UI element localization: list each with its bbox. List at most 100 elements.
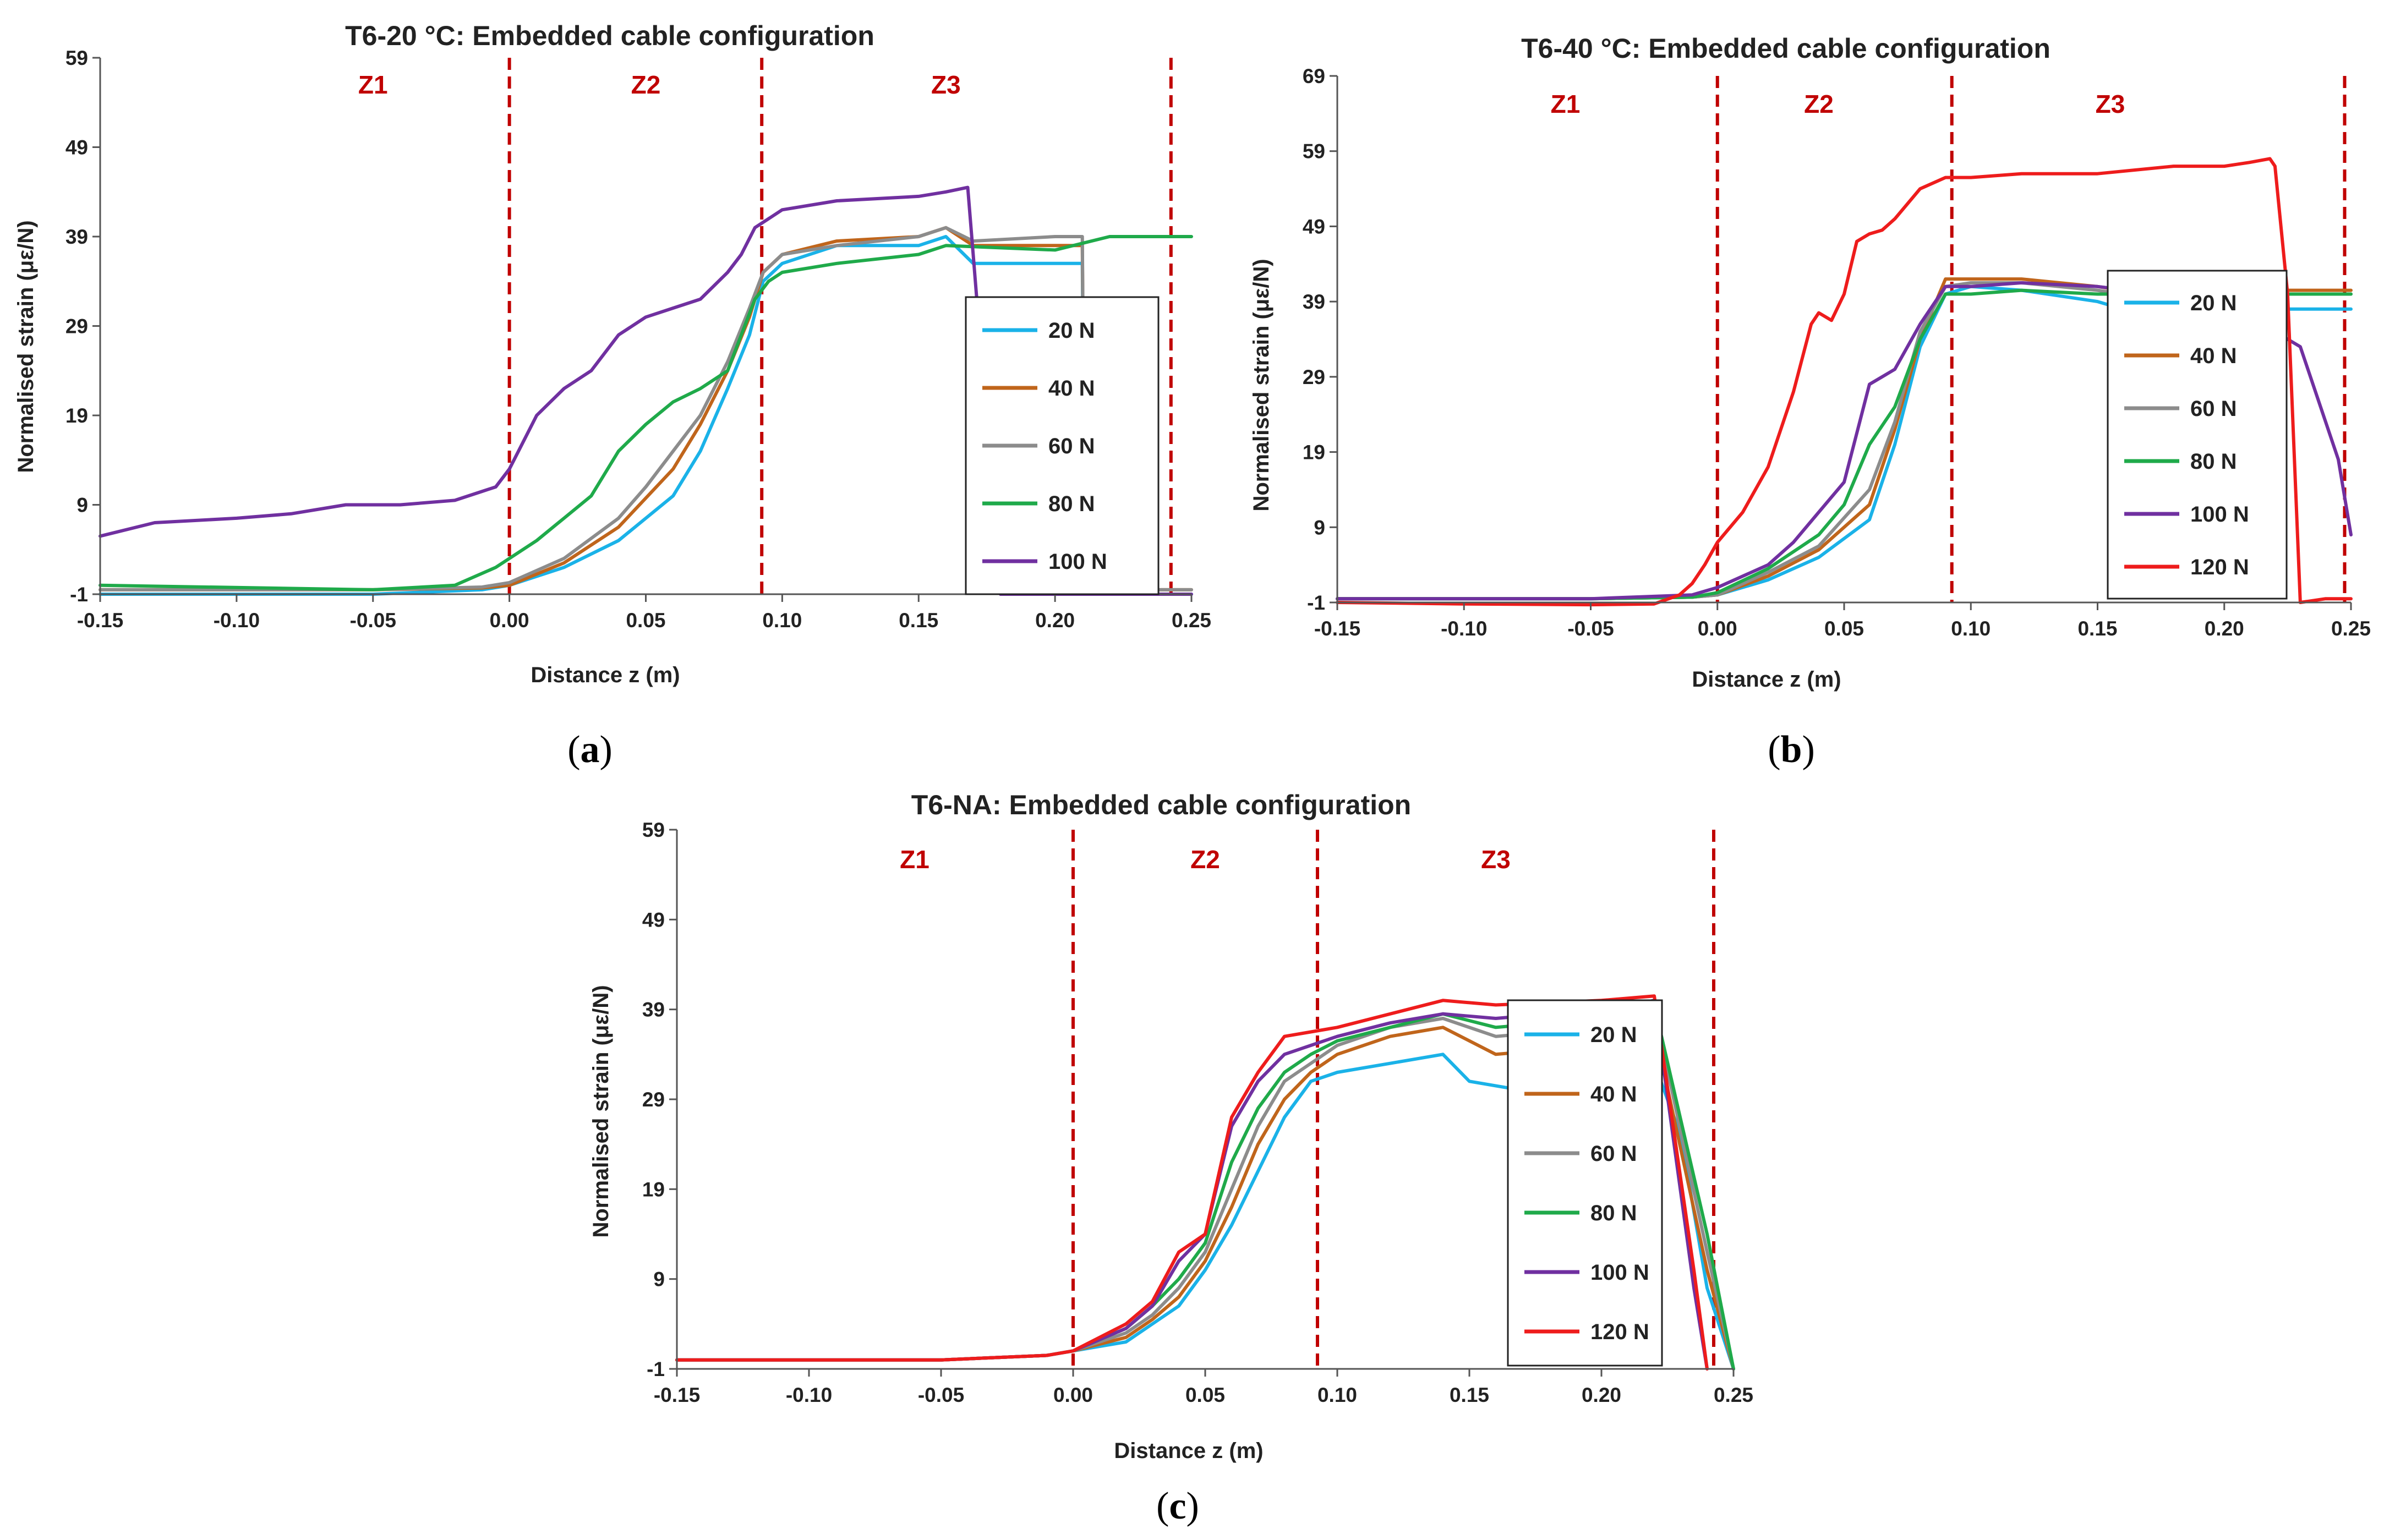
- y-axis-label: Normalised strain (με/N): [14, 220, 38, 473]
- series-line: [99, 235, 1193, 591]
- x-tick-label: -0.15: [654, 1384, 700, 1406]
- zone-label: Z2: [631, 70, 661, 99]
- legend-label: 40 N: [1590, 1082, 1637, 1106]
- zone-label: Z1: [358, 70, 388, 99]
- legend-label: 100 N: [1048, 550, 1107, 574]
- zone-boundaries: Z1 Z2 Z3: [358, 58, 1173, 594]
- x-tick-label: 0.25: [1714, 1384, 1753, 1406]
- zone-label: Z3: [931, 70, 961, 99]
- x-tick-label: -0.05: [350, 609, 396, 632]
- x-tick-label: 0.15: [2077, 617, 2117, 640]
- series-lines: [1336, 157, 2353, 607]
- chart-panel-a: T6-20 °C: Embedded cable configuration Z…: [14, 20, 1211, 771]
- x-tick-label: -0.05: [918, 1384, 964, 1406]
- legend-label: 100 N: [1590, 1261, 1649, 1285]
- y-tick-label: 39: [65, 226, 88, 248]
- y-tick-label: 39: [642, 999, 665, 1021]
- x-tick-label: 0.00: [1053, 1384, 1093, 1406]
- x-axis-label: Distance z (m): [1114, 1439, 1263, 1463]
- series-line: [99, 185, 1193, 596]
- zone-label: Z3: [2096, 90, 2125, 118]
- y-tick-label: 49: [642, 908, 665, 931]
- y-tick-label: 69: [1303, 65, 1325, 87]
- x-tick-label: 0.25: [2331, 617, 2371, 640]
- x-tick-label: 0.20: [1582, 1384, 1621, 1406]
- zone-label: Z3: [1481, 845, 1511, 874]
- x-axis-label: Distance z (m): [1692, 667, 1841, 692]
- y-tick-label: 49: [65, 136, 88, 159]
- x-tick-label: 0.15: [1450, 1384, 1489, 1406]
- x-tick-label: -0.10: [786, 1384, 832, 1406]
- y-tick-label: 29: [642, 1088, 665, 1111]
- x-tick-label: 0.00: [490, 609, 529, 632]
- y-tick-label: 29: [65, 315, 88, 338]
- zone-label: Z2: [1190, 845, 1220, 874]
- chart-title: T6-20 °C: Embedded cable configuration: [345, 20, 874, 51]
- legend: 20 N 40 N 60 N 80 N 100 N 120 N: [1507, 999, 1663, 1367]
- legend-label: 20 N: [1048, 319, 1095, 343]
- x-tick-label: 0.25: [1172, 609, 1211, 632]
- legend-label: 120 N: [1590, 1320, 1649, 1344]
- axes: -1 9 19 29 39 49 59 -0.15 -0.10 -0.05 0.00 0.05 0.10…: [65, 47, 1211, 632]
- x-tick-label: 0.00: [1698, 617, 1737, 640]
- legend-label: 100 N: [2190, 502, 2249, 527]
- x-tick-label: -0.15: [77, 609, 123, 632]
- y-tick-label: 29: [1303, 366, 1325, 388]
- zone-label: Z2: [1804, 90, 1834, 118]
- legend-label: 60 N: [2190, 397, 2237, 421]
- y-axis-label: Normalised strain (με/N): [589, 985, 613, 1237]
- x-tick-label: 0.10: [762, 609, 802, 632]
- x-tick-label: -0.15: [1314, 617, 1360, 640]
- y-tick-label: -1: [70, 583, 88, 606]
- x-tick-label: 0.10: [1317, 1384, 1357, 1406]
- y-tick-label: 59: [1303, 140, 1325, 163]
- legend-label: 120 N: [2190, 555, 2249, 579]
- chart-title: T6-NA: Embedded cable configuration: [911, 790, 1411, 820]
- axes: -1 9 19 29 39 49 59 -0.15 -0.10 -0.05 0.00 0.05 0.10…: [642, 819, 1753, 1406]
- x-tick-label: -0.10: [214, 609, 260, 632]
- y-tick-label: 9: [653, 1268, 665, 1291]
- chart-panel-b: T6-40 °C: Embedded cable configuration Z…: [1249, 33, 2371, 771]
- x-tick-label: 0.05: [1185, 1384, 1225, 1406]
- y-tick-label: 49: [1303, 215, 1325, 238]
- y-tick-label: -1: [647, 1358, 665, 1380]
- chart-panel-c: T6-NA: Embedded cable configuration Z1 Z2…: [589, 790, 1753, 1527]
- y-tick-label: 9: [1314, 516, 1325, 539]
- x-tick-label: 0.20: [1035, 609, 1075, 632]
- y-tick-label: 39: [1303, 291, 1325, 313]
- y-tick-label: 19: [65, 404, 88, 427]
- series-line: [1336, 288, 2353, 601]
- zone-label: Z1: [1551, 90, 1581, 118]
- legend-label: 80 N: [1590, 1201, 1637, 1225]
- legend-label: 80 N: [2190, 450, 2237, 474]
- zone-label: Z1: [900, 845, 929, 874]
- legend-label: 80 N: [1048, 492, 1095, 516]
- legend-label: 20 N: [2190, 291, 2237, 315]
- legend-label: 40 N: [2190, 344, 2237, 368]
- x-axis-label: Distance z (m): [531, 663, 680, 687]
- series-line: [99, 226, 1193, 591]
- panel-caption: (c): [1156, 1485, 1199, 1527]
- legend-label: 60 N: [1048, 434, 1095, 458]
- panel-caption: (a): [567, 728, 613, 771]
- legend-label: 20 N: [1590, 1023, 1637, 1047]
- x-tick-label: 0.05: [1824, 617, 1864, 640]
- chart-title: T6-40 °C: Embedded cable configuration: [1521, 33, 2051, 64]
- legend: 20 N 40 N 60 N 80 N 100 N 120 N: [2107, 270, 2288, 600]
- y-tick-label: 19: [1303, 441, 1325, 464]
- x-tick-label: 0.20: [2205, 617, 2244, 640]
- legend-label: 60 N: [1590, 1142, 1637, 1166]
- panel-caption: (b): [1768, 728, 1815, 771]
- x-tick-label: -0.10: [1441, 617, 1487, 640]
- series-line: [1336, 157, 2353, 607]
- x-tick-label: -0.05: [1567, 617, 1614, 640]
- y-axis-label: Normalised strain (με/N): [1249, 259, 1273, 511]
- x-tick-label: 0.15: [899, 609, 938, 632]
- x-tick-label: 0.10: [1951, 617, 1991, 640]
- series-lines: [99, 185, 1193, 596]
- y-tick-label: -1: [1307, 591, 1325, 614]
- legend-label: 40 N: [1048, 376, 1095, 401]
- axes: -1 9 19 29 39 49 59 69 -0.15 -0.10 -0.05 0.00 0.05 0.…: [1303, 65, 2371, 640]
- zone-boundaries: Z1 Z2 Z3: [1551, 76, 2347, 602]
